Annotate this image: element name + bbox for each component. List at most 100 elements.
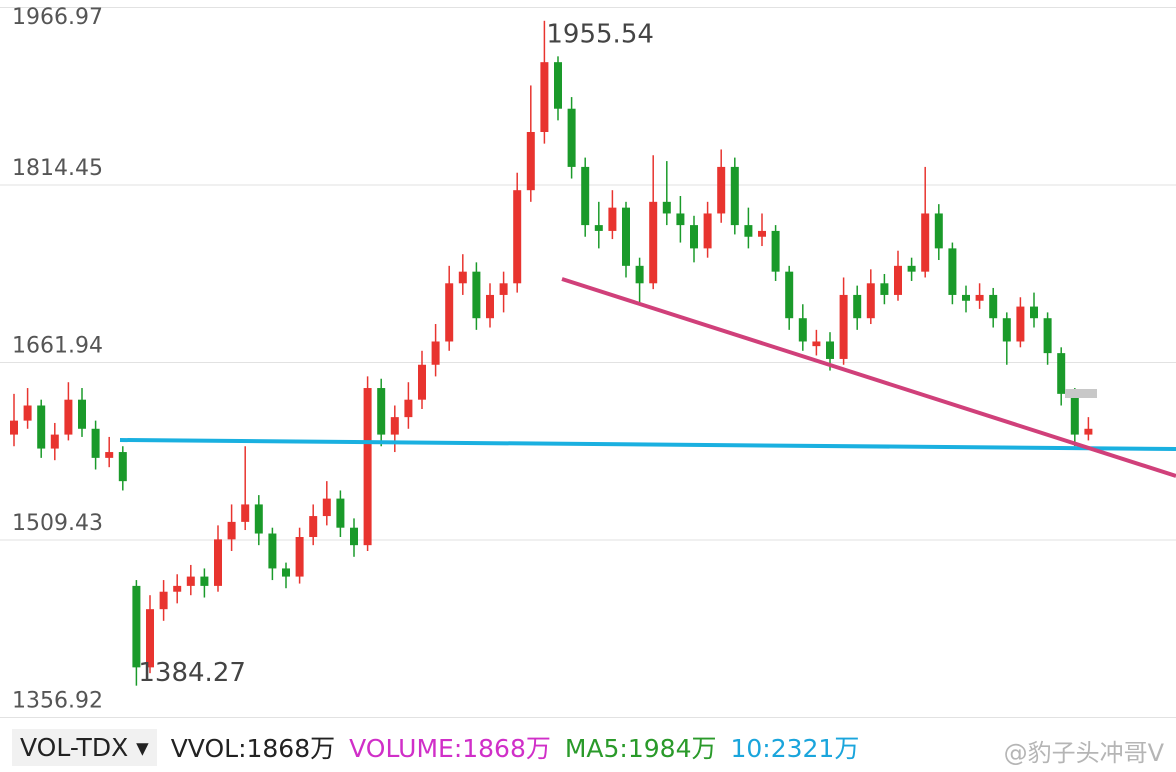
indicator-items: VVOL:1868万 VOLUME:1868万 MA5:1984万 10:2321万 xyxy=(157,729,860,765)
candle-body xyxy=(853,294,862,319)
candle-body xyxy=(975,294,984,301)
candle-body xyxy=(567,108,576,167)
candle-body xyxy=(839,294,848,359)
candle-body xyxy=(200,576,209,586)
candle-body xyxy=(268,533,277,569)
candle-body xyxy=(431,341,440,365)
candle-body xyxy=(377,388,386,435)
indicator-value: MA5:1984万 xyxy=(564,734,717,763)
candle-body xyxy=(635,265,644,284)
candle-body xyxy=(1016,306,1025,342)
candle-body xyxy=(322,498,331,517)
indicator-select[interactable]: VOL-TDX ▾ xyxy=(12,728,157,766)
candle-body xyxy=(690,225,698,249)
candle-body xyxy=(241,504,250,522)
candle-body xyxy=(418,364,426,400)
candle-body xyxy=(771,230,780,272)
candle-body xyxy=(214,539,222,586)
candle-body xyxy=(554,62,562,109)
candle-body xyxy=(499,283,508,295)
candle-body xyxy=(676,213,685,226)
candle-body xyxy=(91,428,100,458)
candle-body xyxy=(948,248,957,295)
support-line xyxy=(119,438,1176,451)
candle-body xyxy=(758,230,766,237)
candle-body xyxy=(594,225,603,231)
candle-body xyxy=(744,225,753,237)
candle-body xyxy=(649,201,658,284)
y-tick-label: 1814.45 xyxy=(12,156,103,181)
candle-body xyxy=(282,568,290,577)
candle-body xyxy=(390,417,399,435)
candle-body xyxy=(10,420,18,435)
indicator-name: VOL-TDX xyxy=(20,732,129,762)
candle-body xyxy=(1043,318,1052,354)
candle-body xyxy=(118,452,127,482)
candle-body xyxy=(730,166,739,226)
candle-body xyxy=(662,201,671,214)
y-tick-label: 1661.94 xyxy=(12,334,103,359)
candle-body xyxy=(363,388,372,546)
candle-body xyxy=(812,341,821,347)
candle-body xyxy=(581,166,590,226)
candle-body xyxy=(404,399,413,418)
indicator-value: 10:2321万 xyxy=(730,734,860,763)
low-label: 1384.27 xyxy=(138,658,246,688)
candle-body xyxy=(1070,393,1079,435)
candle-body xyxy=(458,271,467,284)
high-label: 1955.54 xyxy=(546,19,654,49)
candle-body xyxy=(785,271,794,319)
watermark: @豹子头冲哥V xyxy=(1003,739,1164,767)
candle-body xyxy=(132,585,141,668)
chart: 1356.92 1509.43 1661.94 1814.45 1966.97 1955.… xyxy=(0,5,1176,718)
candle-body xyxy=(254,504,263,534)
candle-body xyxy=(105,452,114,458)
indicator-value: VOLUME:1868万 xyxy=(349,734,551,763)
candle-body xyxy=(717,166,726,214)
candle-body xyxy=(350,527,358,546)
candle-body xyxy=(173,585,182,592)
candle-body xyxy=(798,318,807,342)
candle-body xyxy=(1002,318,1011,342)
candle-body xyxy=(866,283,875,319)
candle-body xyxy=(1057,353,1066,394)
candle-body xyxy=(880,283,889,295)
candle-body xyxy=(159,591,168,610)
indicator-bar: VOL-TDX ▾ VVOL:1868万 VOLUME:1868万 MA5:1984… xyxy=(0,722,1176,772)
candle-body xyxy=(78,399,86,429)
candle-body xyxy=(826,341,834,359)
trend-line xyxy=(561,277,1176,478)
candle-body xyxy=(934,213,943,249)
candle-body xyxy=(513,190,522,284)
candle-body xyxy=(1084,428,1093,435)
candle-body xyxy=(703,213,712,249)
candle-body xyxy=(622,207,630,266)
candle-body xyxy=(37,405,46,449)
candle-body xyxy=(907,265,916,272)
candle-body xyxy=(486,294,494,319)
indicator-value: VVOL:1868万 xyxy=(170,734,336,763)
candle-body xyxy=(608,207,617,231)
candle-body xyxy=(1030,306,1038,319)
y-tick-label: 1966.97 xyxy=(12,5,103,30)
candle-body xyxy=(962,294,970,301)
candle-body xyxy=(472,271,481,319)
candle-body xyxy=(186,576,195,586)
candle-body xyxy=(921,213,930,272)
candle-body xyxy=(309,516,318,538)
candle-body xyxy=(445,283,454,342)
candle-body xyxy=(989,294,998,319)
candle-body xyxy=(50,434,59,449)
candle-body xyxy=(23,405,32,421)
candle-body xyxy=(894,265,902,295)
candle-body xyxy=(64,399,73,435)
y-tick-label: 1356.92 xyxy=(12,689,103,714)
y-tick-label: 1509.43 xyxy=(12,511,103,536)
price-marker xyxy=(1065,389,1097,398)
candle-body xyxy=(526,131,535,191)
candle-body xyxy=(540,62,549,132)
candle-body xyxy=(227,521,236,540)
candle-body xyxy=(295,537,304,577)
candle-body xyxy=(336,498,345,528)
